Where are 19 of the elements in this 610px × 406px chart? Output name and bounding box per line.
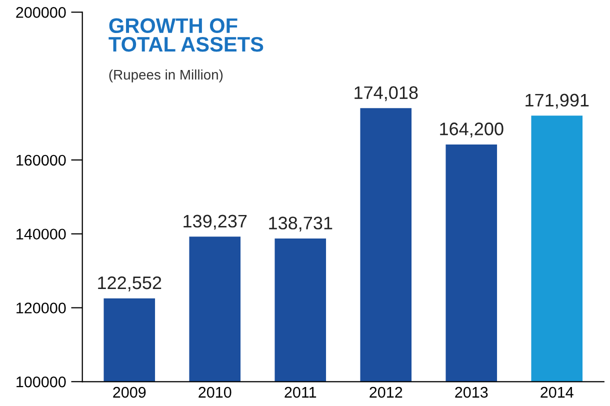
x-tick-label: 2014 [540,386,574,398]
data-label: 171,991 [526,94,589,109]
x-tick-label: 2012 [370,386,402,398]
data-label: 139,237 [184,214,247,230]
x-tick-label: 2011 [284,386,316,398]
data-label: 138,731 [269,216,332,232]
y-tick-label: 140000 [16,228,66,240]
text: (Rupees in Million) [109,69,223,82]
x-tick-label: 2009 [113,386,146,398]
x-tick-label: 2013 [455,386,488,398]
y-tick-label: 160000 [16,154,66,166]
y-tick-label: 200000 [16,7,66,18]
y-tick-label: 120000 [16,302,66,314]
x-tick-label: 2010 [198,386,232,398]
text: GROWTH OF TOTAL ASSETS [108,18,264,52]
data-label: 174,018 [354,86,418,102]
data-label: 122,552 [98,276,162,292]
y-tick-label: 100000 [16,376,66,388]
data-label: 164,200 [440,122,504,138]
